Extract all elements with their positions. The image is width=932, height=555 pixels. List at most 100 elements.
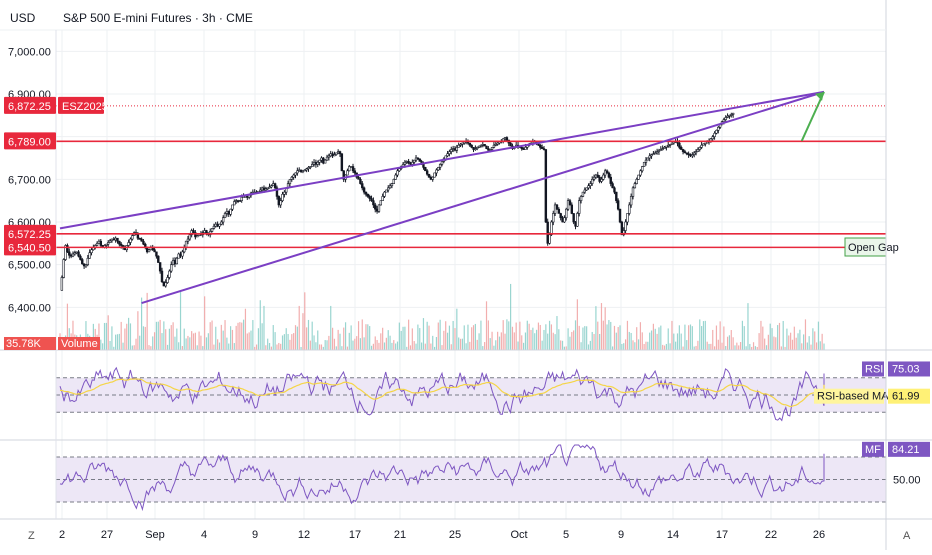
volume-bar (120, 321, 122, 350)
trendline-upper-wedge[interactable] (59, 90, 825, 230)
volume-bar (367, 324, 369, 350)
volume-bar (289, 339, 291, 350)
candle-body (227, 211, 230, 215)
candle-body (323, 159, 327, 164)
volume-bar (404, 326, 406, 350)
volume-bars (59, 283, 825, 350)
candle-body (374, 204, 377, 210)
candle-body (522, 148, 525, 150)
candle-body (650, 154, 653, 157)
volume-bar (667, 328, 669, 350)
volume-bar (315, 342, 317, 350)
volume-bar (784, 346, 786, 350)
volume-bar (615, 332, 617, 350)
volume-bar (239, 322, 241, 350)
candle-body (361, 183, 364, 189)
volume-bar (573, 330, 575, 350)
volume-bar (517, 341, 519, 350)
grid (56, 30, 886, 519)
candle-body (196, 235, 199, 238)
timezone-button[interactable]: Z (28, 530, 35, 542)
candle-body (731, 112, 735, 115)
volume-bar (254, 346, 256, 350)
volume-bar (669, 343, 671, 350)
candle-body (272, 183, 275, 187)
candle-body (240, 196, 243, 201)
volume-bar (359, 338, 362, 350)
candle-body (310, 164, 314, 167)
candle-body (168, 270, 171, 278)
candle-body (405, 161, 408, 163)
candle-body (398, 168, 401, 172)
candle-body (66, 245, 69, 253)
rsi-line (59, 366, 825, 422)
volume-bar (409, 345, 412, 350)
candle-body (711, 136, 714, 140)
candle-body (730, 114, 733, 116)
volume-bar (565, 346, 567, 350)
candle-body (639, 170, 642, 176)
volume-bar (361, 319, 363, 350)
candle-body (646, 157, 650, 161)
candle-body (262, 187, 266, 191)
volume-bar (756, 346, 758, 350)
volume-bar (115, 334, 117, 350)
volume-bar (593, 333, 595, 350)
volume-bar (235, 325, 237, 350)
volume-bar (548, 320, 551, 350)
volume-bar (823, 343, 825, 350)
volume-bar (767, 334, 769, 350)
candle-body (357, 176, 360, 180)
trendline-green-arrow[interactable] (800, 91, 825, 142)
candle-body (591, 179, 594, 184)
currency-label[interactable]: USD (10, 11, 36, 25)
candle-body (372, 200, 375, 206)
candle-body (296, 170, 299, 174)
volume-bar (324, 340, 326, 350)
volume-bar (775, 337, 777, 350)
rsi-series-badge-0: RSI 75.03 (862, 361, 930, 377)
x-tick-label: 12 (298, 529, 310, 541)
volume-bar (159, 319, 161, 350)
volume-bar (639, 322, 642, 350)
volume-bar (339, 333, 341, 350)
volume-bar (142, 326, 145, 350)
volume-bar (417, 324, 419, 350)
volume-bar (676, 333, 679, 350)
volume-bar (131, 345, 133, 350)
volume-bar (702, 321, 705, 350)
volume-bar (437, 322, 439, 350)
volume-bar (558, 329, 560, 350)
candle-body (728, 115, 731, 117)
volume-bar (717, 339, 719, 350)
trendline-lower-wedge[interactable] (141, 90, 825, 305)
volume-bar (139, 335, 141, 350)
horizontal-levels[interactable] (56, 105, 886, 249)
volume-bar (396, 341, 399, 350)
volume-bar (343, 327, 345, 350)
candle-body (678, 142, 681, 148)
mf-panel[interactable]: 50.00 MF 84.21 (56, 441, 930, 512)
symbol-title[interactable]: S&P 500 E-mini Futures · 3h · CME (63, 11, 253, 25)
candle-body (485, 145, 488, 149)
time-axis[interactable]: 2 27 Sep 4 9 12 17 21 25 Oct 5 9 14 17 22 26 (59, 529, 825, 541)
volume-bar (804, 319, 807, 350)
volume-bar (688, 325, 690, 350)
candle-body (309, 166, 312, 168)
candle-body (359, 179, 362, 184)
candle-body (613, 187, 616, 193)
volume-bar (636, 327, 638, 350)
volume-bar (502, 320, 504, 350)
volume-bar (739, 342, 742, 350)
volume-bar (291, 334, 293, 350)
candle-body (680, 147, 683, 150)
candle-body (390, 183, 394, 187)
volume-bar (586, 326, 588, 350)
auto-scale-button[interactable]: A (903, 530, 911, 542)
volume-bar (196, 345, 198, 350)
volume-bar (165, 329, 167, 350)
volume-bar (335, 346, 337, 350)
